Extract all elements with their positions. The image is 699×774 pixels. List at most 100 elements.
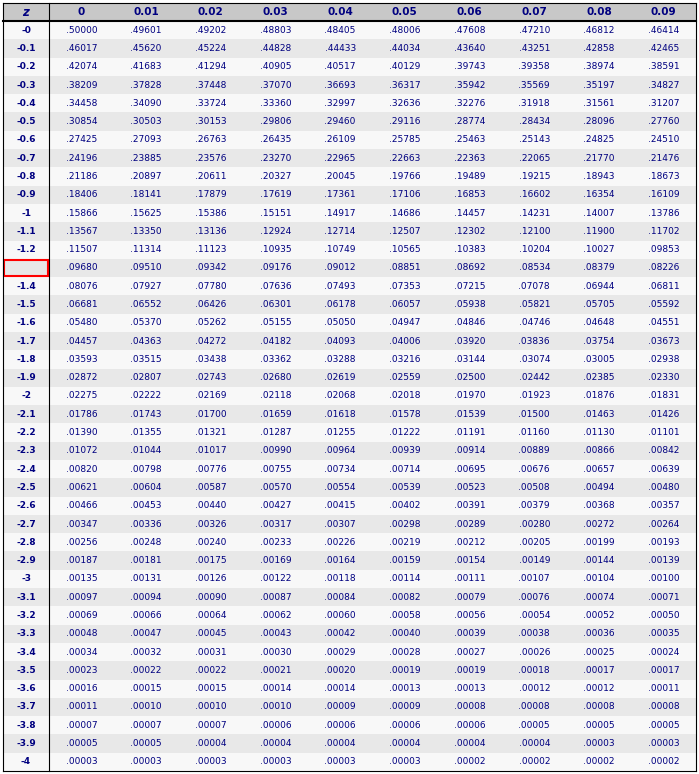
Text: .00842: .00842 (648, 447, 679, 455)
Text: .00013: .00013 (389, 684, 421, 694)
Text: .09012: .09012 (324, 263, 356, 272)
Text: .01390: .01390 (66, 428, 97, 437)
Text: .29806: .29806 (260, 117, 291, 126)
Text: .01426: .01426 (648, 409, 679, 419)
Text: .00181: .00181 (130, 557, 162, 565)
Bar (3, 39, 696, 57)
Text: .38974: .38974 (583, 62, 614, 71)
Text: .00007: .00007 (66, 721, 97, 730)
Text: .01831: .01831 (648, 392, 679, 400)
Text: .42465: .42465 (648, 44, 679, 53)
Text: .04182: .04182 (260, 337, 291, 346)
Text: .00205: .00205 (519, 538, 550, 547)
Text: -2.4: -2.4 (16, 464, 36, 474)
Text: .00126: .00126 (195, 574, 226, 584)
Text: -1.8: -1.8 (16, 355, 36, 364)
Text: .16109: .16109 (648, 190, 679, 199)
Text: .00004: .00004 (389, 739, 421, 748)
Text: 0.01: 0.01 (134, 7, 159, 17)
Text: .26435: .26435 (260, 135, 291, 145)
Text: .00054: .00054 (519, 611, 550, 620)
Text: .00004: .00004 (454, 739, 485, 748)
Text: .04093: .04093 (324, 337, 356, 346)
Bar (3, 167, 696, 186)
Text: .00019: .00019 (389, 666, 421, 675)
Bar (3, 698, 696, 716)
Text: -2.6: -2.6 (16, 502, 36, 510)
Text: -3.9: -3.9 (16, 739, 36, 748)
Text: .03438: .03438 (195, 355, 226, 364)
Text: .00064: .00064 (195, 611, 226, 620)
Bar (3, 313, 696, 332)
Text: -1.3: -1.3 (16, 263, 36, 272)
Text: .07493: .07493 (324, 282, 356, 291)
Text: .12100: .12100 (519, 227, 550, 236)
Text: .00066: .00066 (130, 611, 162, 620)
Text: .17106: .17106 (389, 190, 421, 199)
Text: .00005: .00005 (648, 721, 679, 730)
Text: .37448: .37448 (195, 80, 226, 90)
Text: -0.5: -0.5 (16, 117, 36, 126)
Text: .25463: .25463 (454, 135, 485, 145)
Text: .00159: .00159 (389, 557, 421, 565)
Text: .08379: .08379 (583, 263, 614, 272)
Text: .00006: .00006 (454, 721, 485, 730)
Text: .01463: .01463 (583, 409, 614, 419)
Text: .15386: .15386 (195, 208, 226, 217)
Text: .00032: .00032 (130, 648, 161, 656)
Bar (3, 552, 696, 570)
Text: .11123: .11123 (195, 245, 226, 254)
Text: .00087: .00087 (259, 593, 291, 601)
Text: .05592: .05592 (648, 300, 679, 309)
Text: .00008: .00008 (519, 703, 550, 711)
Text: .00391: .00391 (454, 502, 485, 510)
Text: .38209: .38209 (66, 80, 97, 90)
Text: .10565: .10565 (389, 245, 421, 254)
Text: .48405: .48405 (324, 26, 356, 35)
Text: .01659: .01659 (259, 409, 291, 419)
Text: .46414: .46414 (648, 26, 679, 35)
Text: .08534: .08534 (519, 263, 550, 272)
Text: -1.2: -1.2 (16, 245, 36, 254)
Text: .04648: .04648 (583, 318, 614, 327)
Text: .00017: .00017 (648, 666, 679, 675)
Text: .44034: .44034 (389, 44, 421, 53)
Text: .00005: .00005 (66, 739, 97, 748)
Text: .09853: .09853 (648, 245, 679, 254)
Text: .00016: .00016 (66, 684, 97, 694)
Text: .28096: .28096 (583, 117, 614, 126)
Text: .00060: .00060 (324, 611, 356, 620)
Text: .10204: .10204 (519, 245, 550, 254)
Text: .31207: .31207 (648, 99, 679, 108)
Text: .00003: .00003 (195, 757, 226, 766)
Text: .00005: .00005 (583, 721, 614, 730)
Text: -2.9: -2.9 (16, 557, 36, 565)
Text: .00604: .00604 (130, 483, 161, 492)
Text: .01044: .01044 (130, 447, 161, 455)
Text: .00069: .00069 (66, 611, 97, 620)
Text: .31918: .31918 (519, 99, 550, 108)
Text: .14231: .14231 (519, 208, 550, 217)
Text: .39358: .39358 (519, 62, 550, 71)
Text: .00008: .00008 (454, 703, 485, 711)
Text: .02068: .02068 (324, 392, 356, 400)
Text: .02385: .02385 (583, 373, 614, 382)
Text: .42858: .42858 (583, 44, 614, 53)
Text: .46812: .46812 (583, 26, 614, 35)
Text: .00212: .00212 (454, 538, 485, 547)
Text: .03005: .03005 (583, 355, 614, 364)
Text: .34827: .34827 (648, 80, 679, 90)
Text: .00466: .00466 (66, 502, 97, 510)
Text: .00199: .00199 (583, 538, 614, 547)
Text: .03216: .03216 (389, 355, 421, 364)
Text: .00494: .00494 (583, 483, 614, 492)
Text: .10383: .10383 (454, 245, 485, 254)
Text: .42074: .42074 (66, 62, 97, 71)
Text: .00889: .00889 (519, 447, 550, 455)
Bar (3, 368, 696, 387)
Text: -3.2: -3.2 (16, 611, 36, 620)
Text: .00379: .00379 (519, 502, 550, 510)
Text: .18673: .18673 (648, 172, 679, 181)
Text: .43251: .43251 (519, 44, 550, 53)
Bar (3, 387, 696, 405)
